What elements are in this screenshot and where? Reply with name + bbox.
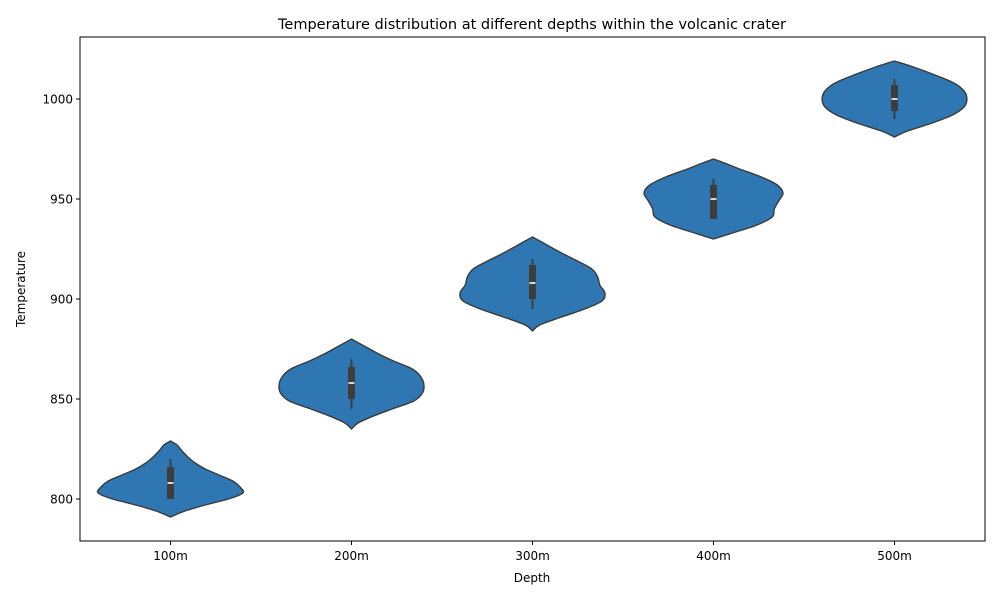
x-tick-label: 200m bbox=[334, 549, 369, 563]
iqr-box bbox=[529, 265, 536, 299]
x-tick-label: 100m bbox=[153, 549, 188, 563]
y-tick-label: 900 bbox=[50, 293, 73, 307]
violin-100m bbox=[96, 440, 245, 518]
iqr-box bbox=[891, 85, 898, 111]
y-tick-label: 1000 bbox=[42, 93, 73, 107]
x-tick-label: 300m bbox=[515, 549, 550, 563]
y-axis: 800 850 900 950 1000 bbox=[42, 93, 80, 507]
violin-500m bbox=[821, 60, 968, 138]
violin-400m bbox=[643, 158, 784, 240]
x-axis-title: Depth bbox=[514, 571, 551, 585]
y-axis-title: Temperature bbox=[14, 251, 28, 328]
chart-title: Temperature distribution at different de… bbox=[277, 17, 786, 33]
violin-200m bbox=[278, 338, 425, 430]
x-tick-label: 400m bbox=[696, 549, 731, 563]
violin-300m bbox=[459, 236, 606, 332]
iqr-box bbox=[710, 185, 717, 219]
plot-area bbox=[96, 60, 968, 518]
y-tick-label: 800 bbox=[50, 493, 73, 507]
y-tick-label: 850 bbox=[50, 393, 73, 407]
y-tick-label: 950 bbox=[50, 193, 73, 207]
x-tick-label: 500m bbox=[877, 549, 912, 563]
x-axis: 100m 200m 300m 400m 500m bbox=[153, 541, 912, 563]
